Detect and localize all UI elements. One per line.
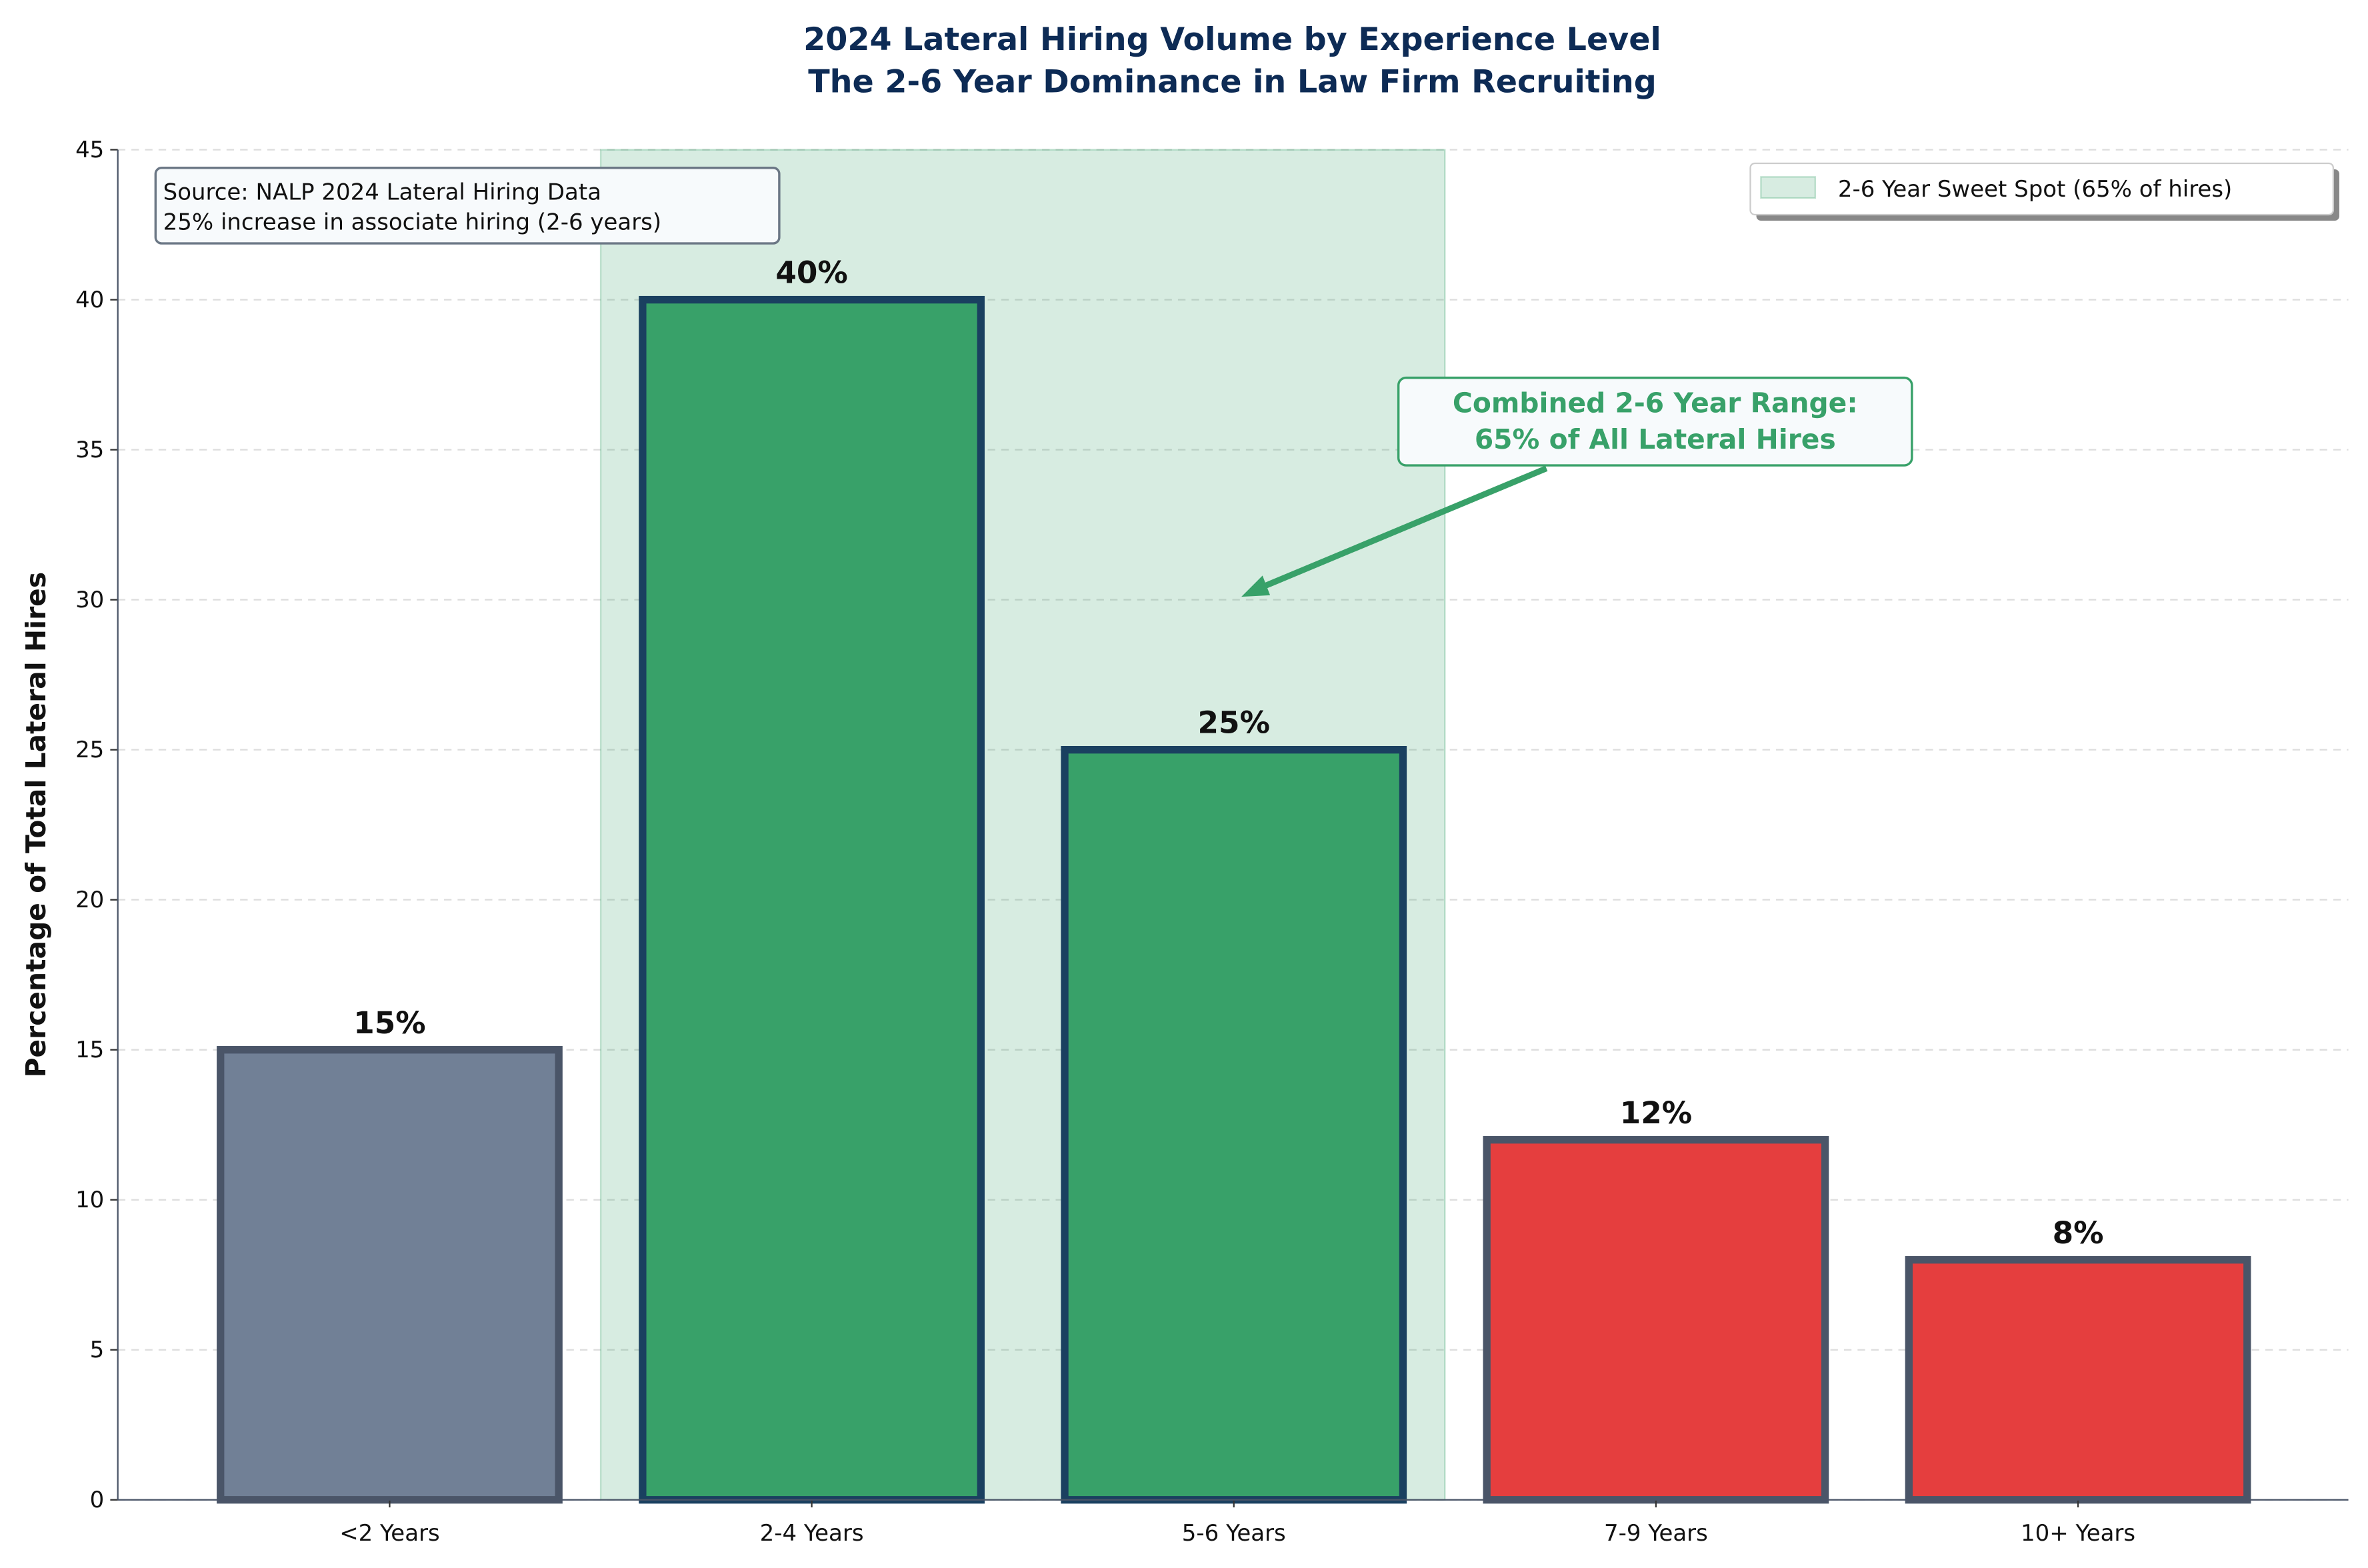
x-tick-label: 10+ Years — [2021, 1520, 2135, 1547]
annotation-line: Combined 2-6 Year Range: — [1453, 387, 1858, 419]
bar — [217, 1046, 563, 1504]
annotation: Combined 2-6 Year Range: 65% of All Late… — [1241, 376, 1913, 597]
y-tick-label: 5 — [90, 1337, 105, 1363]
bar — [639, 295, 985, 1504]
bar-value-label: 8% — [2053, 1215, 2104, 1251]
source-line: Source: NALP 2024 Lateral Hiring Data — [163, 179, 601, 205]
y-tick-label: 30 — [75, 587, 104, 613]
legend: 2-6 Year Sweet Spot (65% of hires) — [1749, 162, 2339, 221]
y-tick-label: 25 — [75, 737, 104, 763]
source-line: 25% increase in associate hiring (2-6 ye… — [163, 209, 661, 236]
bar-value-label: 15% — [353, 1005, 425, 1041]
chart-title: 2024 Lateral Hiring Volume by Experience… — [803, 21, 1661, 58]
x-tick-label: 2-4 Years — [760, 1520, 864, 1547]
y-tick-label: 35 — [75, 437, 104, 463]
chart-subtitle: The 2-6 Year Dominance in Law Firm Recru… — [808, 63, 1657, 100]
arrow-head-icon — [1241, 575, 1271, 597]
y-tick-label: 45 — [75, 137, 104, 163]
bar-value-label: 25% — [1198, 705, 1270, 741]
bar — [1905, 1256, 2251, 1504]
y-tick-label: 15 — [75, 1037, 104, 1063]
legend-label: 2-6 Year Sweet Spot (65% of hires) — [1838, 176, 2232, 203]
legend-swatch — [1760, 176, 1817, 199]
annotation-arrow — [1252, 465, 1548, 594]
bar — [1061, 745, 1407, 1504]
x-tick-label: 5-6 Years — [1182, 1520, 1286, 1547]
x-tick-label: 7-9 Years — [1604, 1520, 1708, 1547]
annotation-line: 65% of All Lateral Hires — [1475, 423, 1836, 455]
y-axis-label: Percentage of Total Lateral Hires — [20, 572, 52, 1077]
bar-value-label: 40% — [775, 255, 847, 291]
y-tick-label: 20 — [75, 887, 104, 913]
bar — [1483, 1136, 1829, 1504]
y-tick-label: 10 — [75, 1187, 104, 1213]
bar-value-label: 12% — [1620, 1095, 1692, 1131]
y-tick-label: 0 — [90, 1487, 105, 1513]
y-tick-label: 40 — [75, 287, 104, 313]
x-tick-label: <2 Years — [339, 1520, 439, 1547]
source-box: Source: NALP 2024 Lateral Hiring Data 25… — [154, 167, 781, 245]
